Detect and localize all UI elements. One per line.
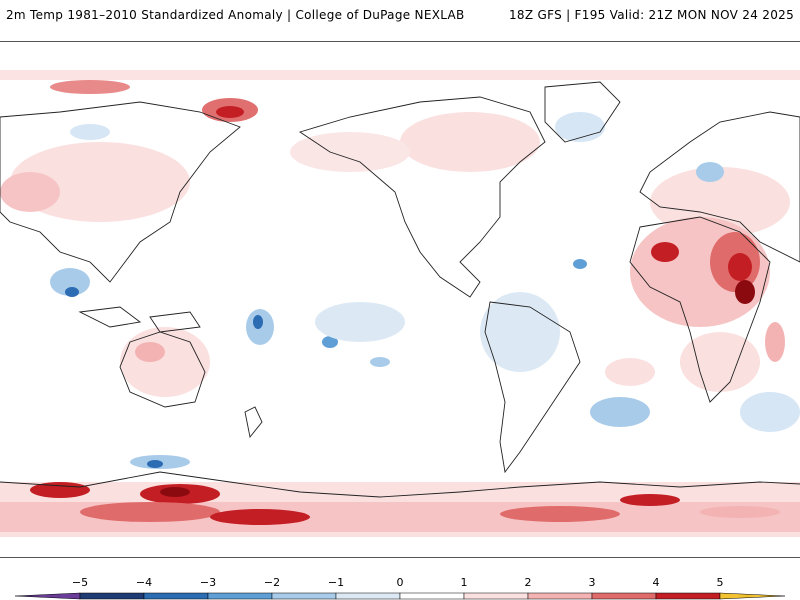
map-header: 2m Temp 1981–2010 Standardized Anomaly |… — [0, 0, 800, 30]
anomaly-region — [30, 482, 90, 498]
colorbar — [0, 560, 800, 600]
colorbar-segment — [14, 592, 81, 600]
anomaly-region — [765, 322, 785, 362]
map-graphic — [0, 70, 800, 537]
anomaly-region — [651, 242, 679, 262]
colorbar-tick-label: 2 — [524, 576, 532, 589]
anomaly-region — [620, 494, 680, 506]
model-run-info: 18Z GFS | F195 Valid: 21Z MON NOV 24 202… — [508, 8, 794, 22]
colorbar-graphic — [14, 592, 786, 600]
colorbar-segment — [143, 592, 209, 600]
colorbar-segment — [79, 592, 145, 600]
anomaly-region — [120, 327, 210, 397]
anomaly-region — [735, 280, 755, 304]
anomaly-region — [80, 502, 220, 522]
anomaly-region — [210, 509, 310, 525]
anomaly-region — [370, 357, 390, 367]
anomaly-region — [728, 253, 752, 281]
colorbar-tick-label: 1 — [460, 576, 468, 589]
map-title: 2m Temp 1981–2010 Standardized Anomaly |… — [6, 8, 465, 22]
anomaly-region — [696, 162, 724, 182]
colorbar-tick-label: −3 — [199, 576, 217, 589]
anomaly-region — [0, 70, 800, 80]
anomaly-region — [590, 397, 650, 427]
anomaly-region — [50, 268, 90, 296]
anomaly-region — [322, 336, 338, 348]
colorbar-segment — [719, 592, 786, 600]
anomaly-region — [680, 332, 760, 392]
anomaly-region — [315, 302, 405, 342]
anomaly-region — [216, 106, 244, 118]
colorbar-segment — [207, 592, 273, 600]
colorbar-tick-label: 0 — [396, 576, 404, 589]
colorbar-tick-label: 3 — [588, 576, 596, 589]
anomaly-region — [160, 487, 190, 497]
anomaly-region — [253, 315, 263, 329]
anomaly-region — [70, 124, 110, 140]
anomaly-region — [65, 287, 79, 297]
colorbar-tick-label: −4 — [135, 576, 153, 589]
anomaly-region — [500, 506, 620, 522]
anomaly-region — [573, 259, 587, 269]
anomaly-region — [135, 342, 165, 362]
anomaly-region — [480, 292, 560, 372]
anomaly-region — [400, 112, 540, 172]
anomaly-region — [740, 392, 800, 432]
anomaly-region — [50, 80, 130, 94]
coastlines — [0, 81, 800, 498]
anomaly-region — [0, 172, 60, 212]
colorbar-tick-label: 5 — [716, 576, 724, 589]
colorbar-segment — [463, 592, 529, 600]
colorbar-segment — [399, 592, 465, 600]
colorbar-segment — [591, 592, 657, 600]
colorbar-segment — [527, 592, 593, 600]
anomaly-region — [290, 132, 410, 172]
anomaly-region — [605, 358, 655, 386]
anomaly-region — [147, 460, 163, 468]
colorbar-segment — [335, 592, 401, 600]
colorbar-segment — [655, 592, 721, 600]
anomaly-map — [0, 41, 800, 558]
colorbar-tick-label: −2 — [263, 576, 281, 589]
anomaly-region — [700, 506, 780, 518]
colorbar-tick-label: −5 — [71, 576, 89, 589]
colorbar-tick-label: −1 — [327, 576, 345, 589]
colorbar-segment — [271, 592, 337, 600]
colorbar-tick-label: 4 — [652, 576, 660, 589]
